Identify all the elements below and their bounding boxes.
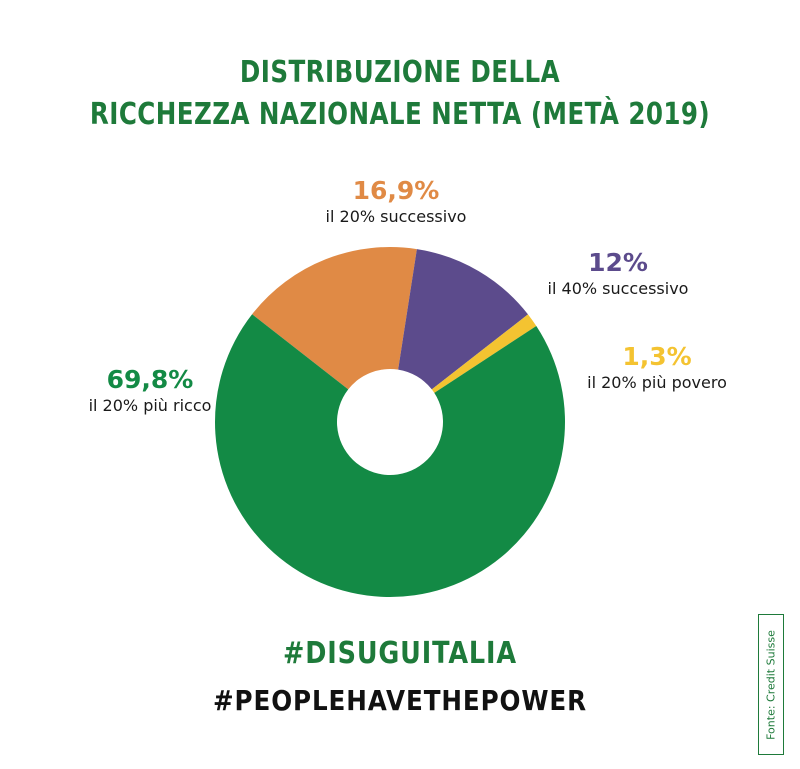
label-next20-text: il 20% successivo — [325, 207, 467, 226]
label-next40-text: il 40% successivo — [547, 279, 689, 298]
label-poorest-text: il 20% più povero — [587, 373, 727, 392]
slice-next40 — [398, 249, 528, 390]
donut-chart — [214, 247, 566, 598]
label-richest-text: il 20% più ricco — [88, 396, 212, 415]
label-next40: 12% il 40% successivo — [528, 248, 708, 300]
label-richest-value: 69,8% — [106, 365, 194, 394]
label-poorest-value: 1,3% — [622, 342, 692, 371]
label-next40-value: 12% — [588, 248, 648, 277]
source-box: Fonte: Credit Suisse — [758, 614, 784, 755]
label-poorest: 1,3% il 20% più povero — [572, 342, 742, 394]
label-next20: 16,9% il 20% successivo — [296, 176, 496, 228]
hashtag-disuguitalia: #DISUGUITALIA — [283, 636, 517, 671]
source-text: Fonte: Credit Suisse — [764, 629, 778, 740]
label-next20-value: 16,9% — [352, 176, 440, 205]
label-richest: 69,8% il 20% più ricco — [70, 365, 230, 417]
chart-title: DISTRIBUZIONE DELLA RICCHEZZA NAZIONALE … — [72, 52, 728, 136]
slice-poorest — [431, 314, 537, 393]
slice-next20 — [252, 247, 417, 390]
chart-title-line-2: RICCHEZZA NAZIONALE NETTA (METÀ 2019) — [89, 97, 711, 132]
chart-title-line-1: DISTRIBUZIONE DELLA — [239, 55, 561, 90]
slice-richest — [214, 314, 566, 598]
hashtag-peoplehavethepower: #PEOPLEHAVETHEPOWER — [213, 684, 587, 717]
